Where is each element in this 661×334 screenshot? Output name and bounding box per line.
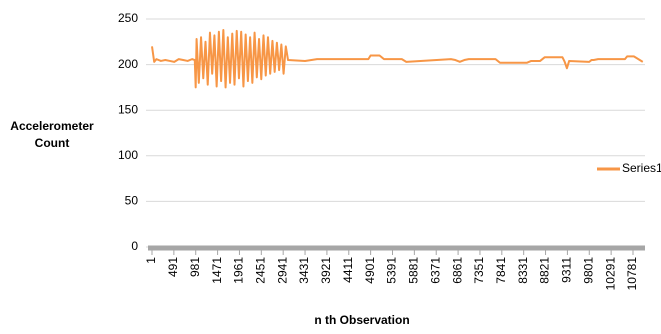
x-tick-label: 9801 [581, 257, 595, 284]
x-tick-label: 6861 [450, 257, 464, 284]
x-tick-label: 3921 [319, 257, 333, 284]
x-tick-label: 3431 [297, 257, 311, 284]
y-tick-label: 100 [118, 148, 138, 162]
x-tick-label: 10291 [603, 257, 617, 291]
x-tick-label: 5881 [407, 257, 421, 284]
y-tick-label: 150 [118, 102, 138, 116]
y-axis-label: Accelerometer Count [10, 119, 94, 150]
x-tick-label: 981 [188, 257, 202, 277]
y-tick-label: 200 [118, 57, 138, 71]
y-tick-label: 250 [118, 11, 138, 25]
x-tick-label: 10781 [625, 257, 639, 291]
x-tick-label: 2451 [253, 257, 267, 284]
x-tick-label: 9311 [560, 257, 574, 283]
x-tick-label: 8821 [538, 257, 552, 284]
x-tick-label: 1961 [232, 257, 246, 284]
x-tick-label: 8331 [516, 257, 530, 284]
x-tick-label: 2941 [275, 257, 289, 284]
y-tick-label: 50 [125, 194, 139, 208]
series-line [151, 28, 644, 89]
x-tick-label: 6371 [428, 257, 442, 284]
x-tick-label: 4901 [363, 257, 377, 284]
x-tick-label: 1 [144, 257, 158, 264]
legend-label: Series1 [622, 161, 661, 175]
x-tick-label: 1471 [210, 257, 224, 284]
x-tick-label: 491 [166, 257, 180, 277]
y-tick-label: 0 [131, 239, 138, 253]
x-tick-label: 5391 [385, 257, 399, 284]
x-axis-label: n th Observation [314, 313, 409, 327]
x-tick-label: 7841 [494, 257, 508, 284]
x-tick-label: 4411 [341, 257, 355, 283]
x-tick-label: 7351 [472, 257, 486, 284]
